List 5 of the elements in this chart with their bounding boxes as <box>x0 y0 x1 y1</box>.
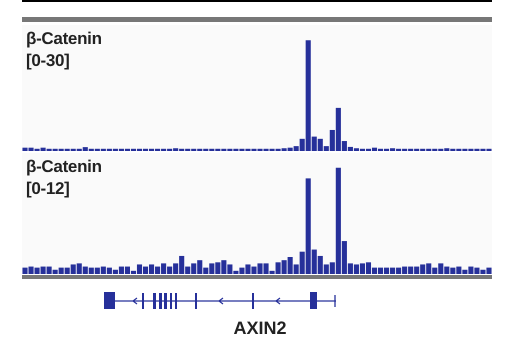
chart-title: β-Catenin <box>26 157 102 177</box>
text: AXIN2 <box>232 318 288 339</box>
text: [0-12] <box>26 179 70 199</box>
text: [0-30] <box>26 51 70 71</box>
chart-title: β-Catenin <box>26 29 102 49</box>
